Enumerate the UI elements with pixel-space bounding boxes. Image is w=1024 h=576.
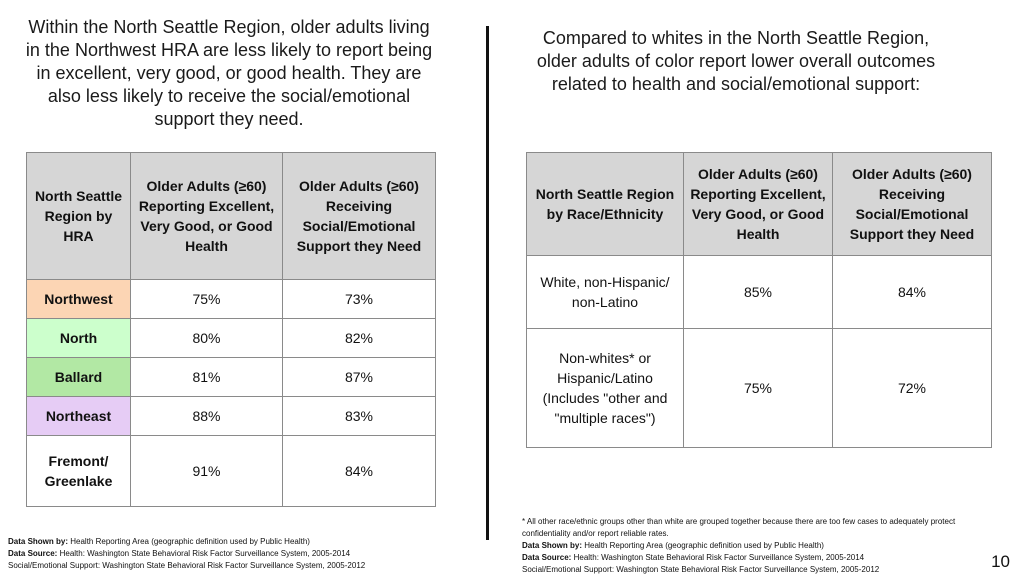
data-source-label: Data Source: — [8, 549, 58, 558]
column-header-support: Older Adults (≥60) Receiving Social/Emot… — [282, 152, 436, 280]
data-shown-label: Data Shown by: — [8, 537, 69, 546]
race-group-cell: White, non-Hispanic/ non-Latino — [526, 255, 684, 329]
race-group-cell: Non-whites* or Hispanic/Latino (Includes… — [526, 328, 684, 448]
data-shown-value: Health Reporting Area (geographic defini… — [584, 541, 824, 550]
health-cell: 85% — [683, 255, 833, 329]
data-source-label: Data Source: — [522, 553, 572, 562]
data-source-value: Health: Washington State Behavioral Risk… — [59, 549, 351, 558]
health-cell: 80% — [130, 318, 283, 358]
table-header-row: North Seattle Region by Race/Ethnicity O… — [526, 152, 992, 256]
left-heading: Within the North Seattle Region, older a… — [25, 17, 433, 129]
footnote: * All other race/ethnic groups other tha… — [522, 517, 956, 538]
column-header-race: North Seattle Region by Race/Ethnicity — [526, 152, 684, 256]
support-cell: 83% — [282, 396, 436, 436]
left-footer: Data Shown by: Health Reporting Area (ge… — [8, 536, 478, 572]
health-cell: 88% — [130, 396, 283, 436]
race-table: North Seattle Region by Race/Ethnicity O… — [526, 152, 992, 448]
column-header-health: Older Adults (≥60) Reporting Excellent, … — [130, 152, 283, 280]
hra-table: North Seattle Region by HRA Older Adults… — [26, 152, 436, 507]
region-cell: North — [26, 318, 131, 358]
health-cell: 75% — [683, 328, 833, 448]
region-cell: Northwest — [26, 279, 131, 319]
support-cell: 72% — [832, 328, 992, 448]
table-row: Ballard 81% 87% — [26, 357, 436, 397]
table-row: White, non-Hispanic/ non-Latino 85% 84% — [526, 255, 992, 329]
data-shown-label: Data Shown by: — [522, 541, 583, 550]
region-cell: Ballard — [26, 357, 131, 397]
right-footer: * All other race/ethnic groups other tha… — [522, 516, 962, 576]
table-row: Non-whites* or Hispanic/Latino (Includes… — [526, 328, 992, 448]
column-header-health: Older Adults (≥60) Reporting Excellent, … — [683, 152, 833, 256]
vertical-divider — [486, 26, 489, 540]
table-row: Fremont/ Greenlake 91% 84% — [26, 435, 436, 507]
column-header-region: North Seattle Region by HRA — [26, 152, 131, 280]
table-row: Northwest 75% 73% — [26, 279, 436, 319]
region-cell: Northeast — [26, 396, 131, 436]
support-cell: 84% — [832, 255, 992, 329]
column-header-support: Older Adults (≥60) Receiving Social/Emot… — [832, 152, 992, 256]
support-cell: 84% — [282, 435, 436, 507]
health-cell: 81% — [130, 357, 283, 397]
data-source-line2: Social/Emotional Support: Washington Sta… — [522, 565, 880, 574]
table-row: Northeast 88% 83% — [26, 396, 436, 436]
table-row: North 80% 82% — [26, 318, 436, 358]
data-source-line2: Social/Emotional Support: Washington Sta… — [8, 561, 366, 570]
support-cell: 73% — [282, 279, 436, 319]
support-cell: 82% — [282, 318, 436, 358]
data-source-value: Health: Washington State Behavioral Risk… — [573, 553, 865, 562]
region-cell: Fremont/ Greenlake — [26, 435, 131, 507]
health-cell: 75% — [130, 279, 283, 319]
right-heading: Compared to whites in the North Seattle … — [536, 28, 936, 94]
support-cell: 87% — [282, 357, 436, 397]
health-cell: 91% — [130, 435, 283, 507]
table-header-row: North Seattle Region by HRA Older Adults… — [26, 152, 436, 280]
page-number: 10 — [991, 552, 1010, 571]
data-shown-value: Health Reporting Area (geographic defini… — [70, 537, 310, 546]
